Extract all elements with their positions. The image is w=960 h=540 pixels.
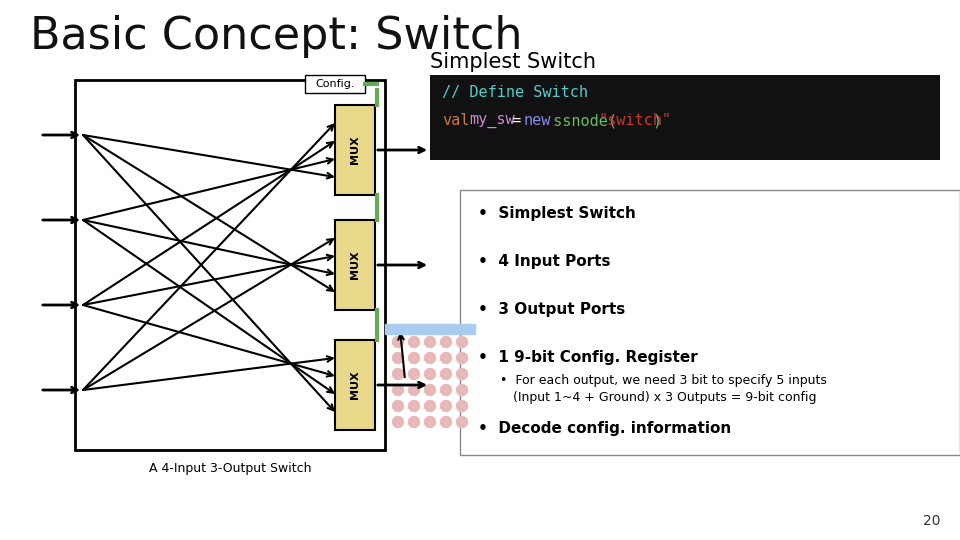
Circle shape [409, 384, 420, 395]
Text: •  For each output, we need 3 bit to specify 5 inputs: • For each output, we need 3 bit to spec… [500, 374, 827, 387]
Circle shape [441, 384, 451, 395]
Text: 20: 20 [923, 514, 940, 528]
Circle shape [441, 336, 451, 348]
Text: // Define Switch: // Define Switch [442, 85, 588, 100]
Bar [460, 190, 960, 455]
Text: (Input 1~4 + Ground) x 3 Outputs = 9-bit config: (Input 1~4 + Ground) x 3 Outputs = 9-bit… [513, 391, 817, 404]
Text: •  1 9-bit Config. Register: • 1 9-bit Config. Register [478, 350, 698, 365]
Circle shape [424, 336, 436, 348]
Circle shape [409, 368, 420, 380]
Circle shape [441, 401, 451, 411]
Text: ssnode(: ssnode( [544, 113, 617, 128]
Text: my_sw: my_sw [469, 113, 515, 128]
Text: •  3 Output Ports: • 3 Output Ports [478, 302, 625, 317]
Circle shape [393, 336, 403, 348]
Circle shape [457, 416, 468, 428]
Text: A 4-Input 3-Output Switch: A 4-Input 3-Output Switch [149, 462, 311, 475]
Text: MUX: MUX [350, 370, 360, 399]
Bar [75, 80, 385, 450]
Circle shape [457, 353, 468, 363]
Circle shape [441, 416, 451, 428]
Bar [305, 75, 365, 93]
Text: "switch": "switch" [598, 113, 671, 128]
Circle shape [457, 401, 468, 411]
Circle shape [409, 401, 420, 411]
Circle shape [457, 368, 468, 380]
Text: =: = [503, 113, 531, 128]
Text: •  Decode config. information: • Decode config. information [478, 421, 732, 436]
Circle shape [441, 353, 451, 363]
Bar [335, 220, 375, 310]
Bar [335, 340, 375, 430]
Circle shape [393, 401, 403, 411]
Circle shape [424, 384, 436, 395]
Text: •  4 Input Ports: • 4 Input Ports [478, 254, 611, 269]
Bar [430, 75, 940, 160]
Circle shape [393, 368, 403, 380]
Text: val: val [442, 113, 469, 128]
Circle shape [441, 368, 451, 380]
Text: MUX: MUX [350, 136, 360, 164]
Text: •  Simplest Switch: • Simplest Switch [478, 206, 636, 221]
Circle shape [457, 336, 468, 348]
Circle shape [424, 368, 436, 380]
Circle shape [457, 384, 468, 395]
Circle shape [424, 401, 436, 411]
Text: new: new [523, 113, 551, 128]
Circle shape [424, 416, 436, 428]
Circle shape [409, 416, 420, 428]
Circle shape [409, 336, 420, 348]
Circle shape [393, 416, 403, 428]
Text: MUX: MUX [350, 251, 360, 279]
Circle shape [409, 353, 420, 363]
Text: Config.: Config. [315, 79, 355, 89]
Text: ): ) [653, 113, 662, 128]
Bar [385, 324, 475, 334]
Circle shape [424, 353, 436, 363]
Text: Simplest Switch: Simplest Switch [430, 52, 596, 72]
Text: Basic Concept: Switch: Basic Concept: Switch [30, 15, 522, 58]
Bar [335, 105, 375, 195]
Circle shape [393, 353, 403, 363]
Circle shape [393, 384, 403, 395]
